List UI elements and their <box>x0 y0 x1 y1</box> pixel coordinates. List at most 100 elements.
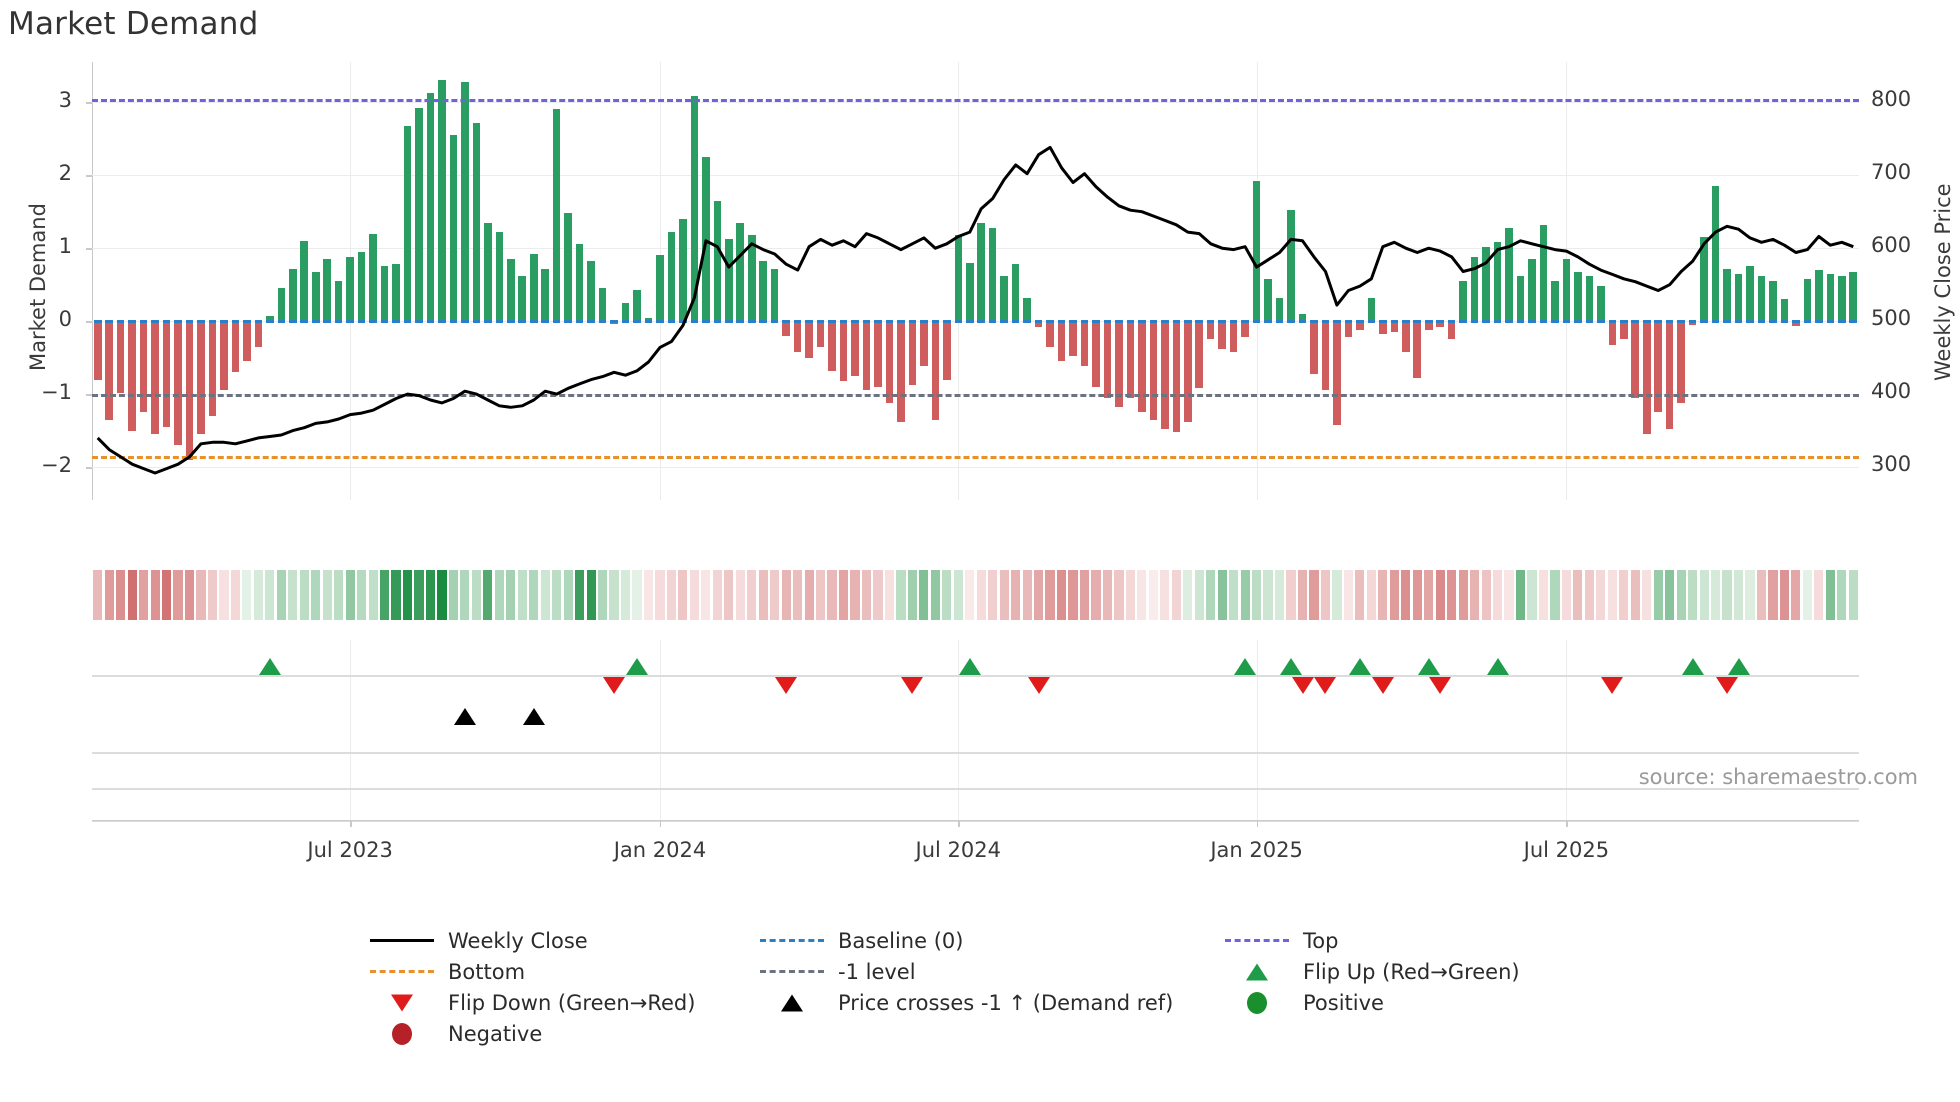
chart-title: Market Demand <box>8 6 259 42</box>
demand-bar <box>197 321 205 435</box>
legend-item[interactable]: Positive <box>1225 991 1650 1015</box>
heat-strip-cell <box>391 570 401 620</box>
baseline-cap <box>1803 319 1812 323</box>
heat-strip-cell <box>1263 570 1273 620</box>
baseline-cap <box>1585 319 1594 323</box>
heat-strip-cell <box>884 570 895 620</box>
heat-strip-cell <box>1022 570 1032 620</box>
legend-item[interactable]: Negative <box>370 1022 760 1046</box>
heat-strip-cell <box>368 570 378 620</box>
heat-strip-cell <box>1355 570 1365 620</box>
demand-bar <box>816 321 825 347</box>
baseline-cap <box>128 319 136 323</box>
baseline-cap <box>461 319 469 323</box>
legend-item[interactable]: Baseline (0) <box>760 929 1225 953</box>
heat-strip-cell <box>1791 570 1801 620</box>
y-axis-left-tick: 1 <box>58 234 72 259</box>
y-axis-right-tick: 300 <box>1871 451 1912 476</box>
baseline-cap <box>1126 319 1135 323</box>
legend-item[interactable]: Weekly Close <box>370 929 760 953</box>
heat-strip-cell <box>1779 570 1789 620</box>
heat-strip-cell <box>770 570 780 620</box>
heat-strip-cell <box>425 570 436 620</box>
baseline-cap <box>1424 319 1433 323</box>
y-axis-left-tick: −1 <box>41 380 72 405</box>
baseline-cap <box>621 319 630 323</box>
demand-bar <box>449 135 458 322</box>
demand-bar <box>1700 237 1708 322</box>
legend-item[interactable]: Price crosses -1 ↑ (Demand ref) <box>760 991 1225 1015</box>
demand-bar <box>977 222 985 322</box>
heat-strip-cell <box>1286 570 1296 620</box>
demand-bar <box>1011 264 1020 322</box>
demand-bar <box>1619 321 1628 340</box>
heat-strip-cell <box>1297 570 1308 620</box>
demand-bar <box>1849 271 1858 322</box>
triangle-up-icon <box>1225 962 1289 982</box>
baseline-cap <box>679 319 687 323</box>
heat-strip-cell <box>632 570 642 620</box>
heat-strip-cell <box>804 570 814 620</box>
baseline-cap <box>770 319 779 323</box>
demand-bar <box>1447 321 1456 340</box>
baseline-cap <box>1092 319 1100 323</box>
baseline-cap <box>1677 319 1685 323</box>
legend-item[interactable]: Bottom <box>370 960 760 984</box>
heat-strip-cell <box>1458 570 1468 620</box>
demand-bar <box>1780 299 1789 322</box>
heat-strip-cell <box>322 570 332 620</box>
heat-strip-cell <box>781 570 791 620</box>
baseline-cap <box>151 319 159 323</box>
heat-strip-cell <box>230 570 240 620</box>
heat-strip-cell <box>184 570 195 620</box>
demand-bar <box>392 264 400 322</box>
baseline-cap <box>1069 319 1077 323</box>
demand-bar <box>1172 321 1181 433</box>
legend-item[interactable]: Top <box>1225 929 1650 953</box>
baseline-cap <box>1482 319 1490 323</box>
baseline-cap <box>1597 319 1605 323</box>
legend-item[interactable]: Flip Up (Red→Green) <box>1225 960 1650 984</box>
baseline-cap <box>1769 319 1777 323</box>
baseline-cap <box>1493 319 1502 323</box>
heat-strip-cell <box>1079 570 1090 620</box>
demand-bar <box>793 321 802 352</box>
heat-strip-cell <box>655 570 665 620</box>
gridline-horizontal <box>92 102 1859 104</box>
heat-strip-cell <box>1676 570 1686 620</box>
heat-strip-cell <box>529 570 539 620</box>
baseline-cap <box>1413 319 1422 323</box>
heat-strip-cell <box>93 570 103 620</box>
x-tick-mark <box>1256 820 1258 827</box>
demand-bar <box>1080 321 1089 367</box>
baseline-cap <box>1838 319 1846 323</box>
dotted-line-icon <box>370 962 434 982</box>
heat-strip-cell <box>1343 570 1353 620</box>
demand-bar <box>300 240 309 322</box>
x-axis-line <box>92 820 1859 822</box>
demand-bar <box>357 251 366 322</box>
legend-item[interactable]: -1 level <box>760 960 1225 984</box>
heat-strip-cell <box>850 570 860 620</box>
baseline-cap <box>690 319 699 323</box>
baseline-cap <box>1034 319 1043 323</box>
heat-strip-cell <box>540 570 550 620</box>
heat-strip-cell <box>1837 570 1847 620</box>
flip-up-marker <box>1417 658 1440 675</box>
demand-bar <box>575 243 584 322</box>
baseline-cap <box>1654 319 1662 323</box>
flip-up-marker <box>1234 658 1257 675</box>
heat-strip-cell <box>724 570 734 620</box>
baseline-cap <box>1183 319 1192 323</box>
legend-label: Flip Down (Green→Red) <box>448 990 696 1015</box>
demand-bar <box>1092 321 1100 387</box>
demand-bar <box>770 268 779 322</box>
demand-heat-strip <box>92 570 1859 620</box>
flip-down-marker <box>1429 677 1452 694</box>
legend-item[interactable]: Flip Down (Green→Red) <box>370 991 760 1015</box>
demand-bar <box>690 96 699 322</box>
baseline-cap <box>369 319 377 323</box>
y-axis-right-tick: 500 <box>1871 305 1912 330</box>
flip-up-marker <box>258 658 281 675</box>
demand-bar <box>1642 321 1651 435</box>
